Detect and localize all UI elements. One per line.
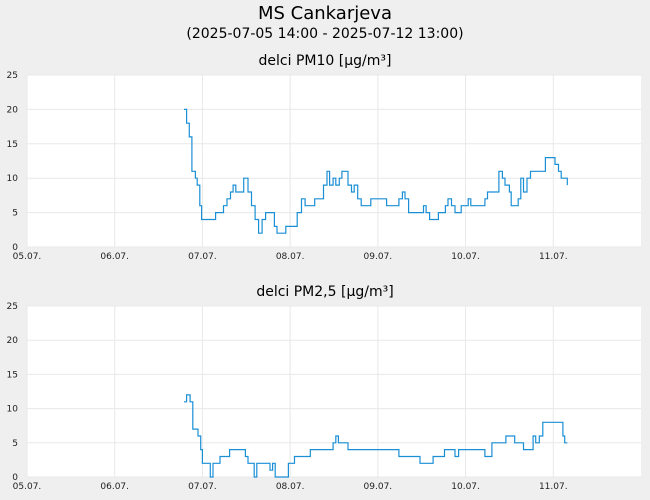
y-tick-label: 15 xyxy=(7,140,18,150)
x-tick-label: 08.07. xyxy=(276,482,305,492)
page-title: MS Cankarjeva xyxy=(258,3,392,24)
x-tick-label: 07.07. xyxy=(188,482,217,492)
chart-1: delci PM10 [µg/m³] 0 5 10 15 20 25 05.07. 06.07.… xyxy=(7,53,641,262)
plot-area xyxy=(27,75,641,247)
y-tick-label: 10 xyxy=(7,174,19,184)
chart-title: delci PM10 [µg/m³] xyxy=(259,53,392,69)
y-tick-label: 20 xyxy=(7,336,19,346)
y-tick-label: 15 xyxy=(7,370,18,380)
x-tick-label: 09.07. xyxy=(364,482,393,492)
x-tick-label: 10.07. xyxy=(451,252,480,262)
y-tick-label: 0 xyxy=(12,473,18,483)
x-tick-label: 05.07. xyxy=(13,252,42,262)
x-tick-label: 08.07. xyxy=(276,252,305,262)
x-tick-label: 05.07. xyxy=(13,482,42,492)
x-tick-label: 11.07. xyxy=(539,252,568,262)
x-tick-label: 09.07. xyxy=(364,252,393,262)
plot-area xyxy=(27,306,641,477)
y-tick-label: 20 xyxy=(7,105,19,115)
y-tick-label: 25 xyxy=(7,302,18,312)
series-line xyxy=(184,108,568,234)
chart-title: delci PM2,5 [µg/m³] xyxy=(256,284,393,300)
x-tick-label: 11.07. xyxy=(539,482,568,492)
date-range-subtitle: (2025-07-05 14:00 - 2025-07-12 13:00) xyxy=(186,26,464,42)
y-tick-label: 25 xyxy=(7,71,18,81)
x-tick-label: 06.07. xyxy=(100,482,129,492)
y-tick-label: 10 xyxy=(7,405,19,415)
y-tick-label: 0 xyxy=(12,243,18,253)
series-line xyxy=(184,394,568,478)
y-tick-label: 5 xyxy=(12,209,18,219)
chart-2: delci PM2,5 [µg/m³] 0 5 10 15 20 25 05.07. 06.07… xyxy=(7,284,641,492)
y-tick-label: 5 xyxy=(12,439,18,449)
x-tick-label: 07.07. xyxy=(188,252,217,262)
x-tick-label: 10.07. xyxy=(451,482,480,492)
x-tick-label: 06.07. xyxy=(100,252,129,262)
